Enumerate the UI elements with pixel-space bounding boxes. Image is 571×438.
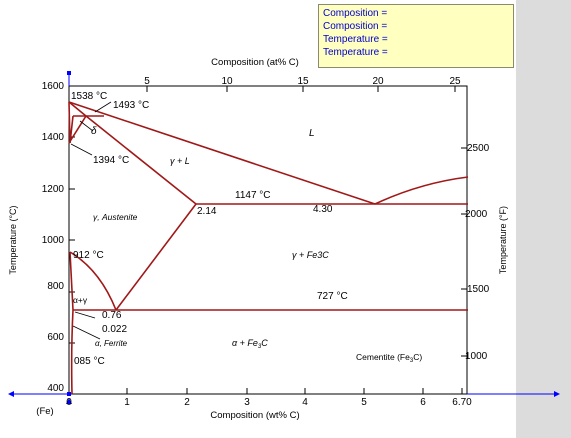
top-tick-5: 5 <box>144 76 150 87</box>
label-2-14: 2.14 <box>197 206 217 217</box>
right-tick-1000: 1000 <box>465 351 488 362</box>
readout-temperature-c: Temperature = <box>323 34 388 45</box>
label-0-76: 0.76 <box>102 310 122 321</box>
label-0-022: 0.022 <box>102 324 127 335</box>
label-727: 727 °C <box>317 291 348 302</box>
left-tick-400: 400 <box>47 383 64 394</box>
bottom-tick-0: 0 <box>66 397 72 408</box>
label-1394: 1394 °C <box>93 155 129 166</box>
top-tick-15: 15 <box>297 76 309 87</box>
phase-delta: δ <box>91 126 97 137</box>
delta-liquidus <box>68 101 87 117</box>
left-tick-1400: 1400 <box>42 132 65 143</box>
bottom-tick-labels: 0 1 2 3 4 5 6 6.70 <box>66 397 472 408</box>
right-axis-title: Temperature (°F) <box>498 206 508 274</box>
label-085: 085 °C <box>74 356 105 367</box>
label-4-30: 4.30 <box>313 204 333 215</box>
readout-composition-wt: Composition = <box>323 8 388 19</box>
label-912: 912 °C <box>73 250 104 261</box>
top-tick-25: 25 <box>449 76 461 87</box>
left-tick-labels: 400 600 800 1000 1200 1400 1600 <box>42 81 65 394</box>
phase-alpha-gamma: α+γ <box>73 295 88 305</box>
top-tick-20: 20 <box>372 76 384 87</box>
ferrite-boundary <box>69 251 74 311</box>
label-1538: 1538 °C <box>71 91 107 102</box>
bottom-tick-3: 3 <box>244 397 250 408</box>
bottom-tick-2: 2 <box>184 397 190 408</box>
phase-cementite: Cementite (Fe3C) <box>356 352 422 364</box>
left-tick-1600: 1600 <box>42 81 65 92</box>
bottom-tick-1: 1 <box>124 397 130 408</box>
right-tick-labels: 1000 1500 2000 2500 <box>465 143 490 362</box>
cursor-bottom-arrow <box>66 398 72 404</box>
phase-gamma-fe3c: γ + Fe3C <box>292 250 329 260</box>
leader-lines <box>70 101 112 340</box>
ferrite-solvus <box>70 309 74 395</box>
delta-gamma-upper <box>68 115 87 144</box>
right-tick-2500: 2500 <box>467 143 490 154</box>
cursor-top-marker <box>67 71 71 75</box>
label-1147: 1147 °C <box>235 190 271 201</box>
liquidus-right <box>374 176 469 205</box>
top-tick-labels: 5 10 15 20 25 <box>144 76 461 87</box>
bottom-tick-670: 6.70 <box>452 397 472 408</box>
cursor-left-arrow <box>8 391 14 397</box>
bottom-axis-ticks <box>68 388 463 394</box>
top-axis-title: Composition (at% C) <box>211 57 299 68</box>
left-axis-title: Temperature (°C) <box>8 205 18 274</box>
readout-temperature-f: Temperature = <box>323 47 388 58</box>
bottom-tick-5: 5 <box>361 397 367 408</box>
liquidus-left <box>68 101 376 205</box>
left-tick-1200: 1200 <box>42 184 65 195</box>
phase-alpha-fe3c: α + Fe3C <box>232 338 268 350</box>
right-tick-1500: 1500 <box>467 284 490 295</box>
a3-line <box>69 251 117 311</box>
bottom-axis-title: Composition (wt% C) <box>210 410 299 421</box>
phase-liquid: L <box>309 128 315 139</box>
label-1493: 1493 °C <box>113 100 149 111</box>
plot-frame <box>68 85 468 395</box>
austenite-solidus <box>85 115 197 205</box>
phase-boundaries <box>68 101 469 395</box>
phase-labels: δ L γ + L γ, Austenite γ + Fe3C α+γ α, F… <box>73 126 422 364</box>
bottom-tick-6: 6 <box>420 397 426 408</box>
cursor-right-arrow <box>554 391 560 397</box>
phase-austenite: γ, Austenite <box>93 212 138 222</box>
left-tick-600: 600 <box>47 332 64 343</box>
delta-gamma-lower <box>69 115 74 144</box>
left-tick-1000: 1000 <box>42 235 65 246</box>
right-axis-ticks <box>461 147 467 357</box>
readout-composition-at: Composition = <box>323 21 388 32</box>
diagram-annotations: 1538 °C 1493 °C 1394 °C 1147 °C 2.14 4.3… <box>71 91 348 367</box>
phase-ferrite: α, Ferrite <box>95 339 128 348</box>
phase-gamma-liquid: γ + L <box>170 156 190 166</box>
top-axis-ticks <box>146 86 456 92</box>
acm-line <box>115 203 197 311</box>
delta-solvus <box>68 101 71 144</box>
cursor-readout-panel: Composition = Composition = Temperature … <box>318 4 514 68</box>
iron-end-label: (Fe) <box>36 406 53 417</box>
top-tick-10: 10 <box>221 76 233 87</box>
right-margin-band <box>516 0 571 438</box>
right-tick-2000: 2000 <box>465 209 488 220</box>
left-tick-800: 800 <box>47 281 64 292</box>
bottom-tick-4: 4 <box>302 397 308 408</box>
